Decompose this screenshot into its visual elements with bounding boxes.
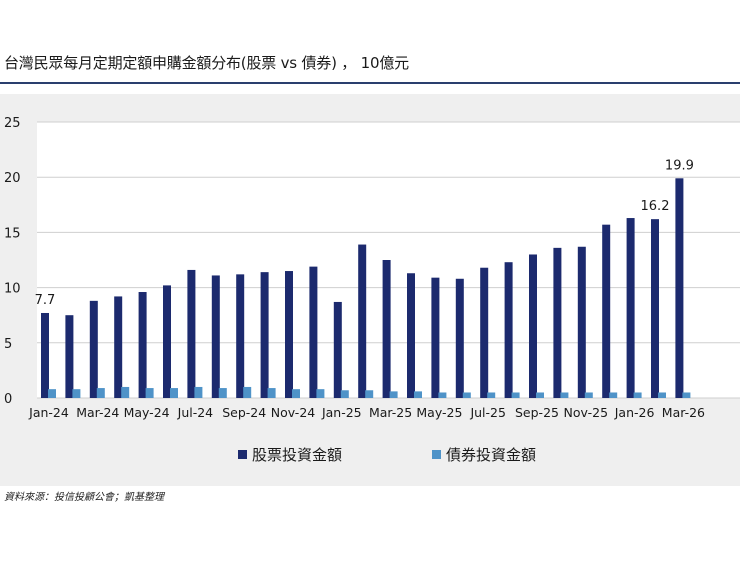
x-tick-label: Nov-24 (271, 405, 316, 420)
equity-bar (577, 246, 586, 398)
x-tick-label: Mar-26 (662, 405, 705, 420)
bond-bar (365, 390, 374, 398)
equity-bar (407, 273, 415, 398)
equity-bar (553, 247, 562, 398)
equity-bar (626, 218, 635, 398)
bond-bar (658, 392, 666, 398)
data-label: 7.7 (35, 293, 56, 308)
bond-bar (389, 391, 398, 398)
y-tick-label: 0 (4, 392, 12, 407)
x-tick-label: Nov-25 (564, 405, 608, 420)
bond-bar (536, 392, 544, 398)
bond-bar (633, 392, 642, 398)
bond-bar (243, 386, 252, 398)
equity-bar (675, 178, 684, 398)
bond-bar (218, 388, 227, 398)
bond-bar (462, 392, 471, 398)
y-tick-label: 5 (4, 337, 12, 352)
x-tick-label: Jul-24 (177, 405, 214, 420)
x-tick-label: Jan-24 (28, 405, 69, 420)
legend-label: 股票投資金額 (252, 446, 342, 464)
x-tick-label: Sep-24 (222, 405, 266, 420)
bond-bar (96, 388, 105, 398)
equity-bar (309, 266, 318, 398)
equity-bar (138, 292, 147, 398)
equity-bar (358, 244, 367, 398)
x-tick-label: Sep-25 (515, 405, 559, 420)
equity-bar (333, 301, 342, 398)
bond-bar (48, 389, 56, 398)
equity-bar (480, 267, 489, 398)
bond-bar (292, 389, 300, 398)
equity-bar (114, 296, 123, 398)
equity-bar (163, 285, 171, 398)
bond-bar (194, 386, 203, 398)
bond-bar (438, 392, 447, 398)
bond-bar (316, 389, 325, 398)
x-tick-label: Jan-26 (614, 405, 655, 420)
bond-bar (267, 388, 276, 398)
equity-bar (651, 219, 659, 398)
bond-bar (414, 391, 422, 398)
equity-bar (260, 272, 269, 398)
bond-bar (682, 392, 691, 398)
equity-bar (602, 224, 611, 398)
data-label: 19.9 (665, 158, 694, 173)
equity-bar (431, 277, 440, 398)
x-tick-label: Jan-25 (321, 405, 362, 420)
x-tick-label: Mar-25 (369, 405, 412, 420)
equity-bar (236, 274, 245, 398)
y-tick-label: 25 (4, 116, 21, 131)
bond-bar (121, 386, 130, 398)
data-labels: 7.7 16.2 19.9 (35, 158, 694, 308)
bond-bar (340, 390, 349, 398)
source-note: 資料來源：投信投顧公會；凱基整理 (4, 492, 164, 503)
legend-label: 債券投資金額 (446, 446, 536, 464)
y-tick-label: 15 (4, 226, 21, 241)
y-axis-ticks: 0 5 10 15 20 25 (4, 116, 21, 407)
legend-swatch (238, 450, 247, 459)
x-axis-ticks: Jan-24 Mar-24 May-24 Jul-24 Sep-24 Nov-24 Jan-… (28, 405, 705, 420)
equity-bar (41, 312, 49, 398)
x-tick-label: May-25 (416, 405, 462, 420)
y-tick-label: 10 (4, 282, 21, 297)
x-tick-label: Mar-24 (76, 405, 119, 420)
equity-bar (504, 262, 513, 398)
bond-bar (72, 389, 81, 398)
x-tick-label: May-24 (124, 405, 170, 420)
x-tick-label: Jul-25 (469, 405, 506, 420)
chart-title: 台灣民眾每月定期定額申購金額分布(股票 vs 債券) ， 10億元 (4, 54, 409, 72)
equity-bar (65, 315, 74, 398)
equity-bar (455, 278, 464, 398)
data-label: 16.2 (641, 199, 670, 214)
equity-bar (285, 271, 293, 398)
bond-bar (609, 392, 618, 398)
equity-bar (529, 254, 537, 398)
bars (41, 178, 691, 398)
bond-bar (584, 392, 593, 398)
legend-swatch (432, 450, 441, 459)
legend: 股票投資金額 債券投資金額 (238, 446, 536, 464)
bond-bar (170, 388, 178, 398)
bond-bar (487, 392, 496, 398)
bar-chart: 0 5 10 15 20 25 7.7 16.2 19.9 Jan-24 Mar-24 May-2… (4, 116, 740, 464)
equity-bar (382, 260, 391, 398)
equity-bar (211, 275, 220, 398)
title-divider (0, 82, 740, 84)
bond-bar (511, 392, 520, 398)
bond-bar (560, 392, 569, 398)
y-tick-label: 20 (4, 171, 21, 186)
bond-bar (145, 388, 154, 398)
equity-bar (89, 300, 98, 398)
equity-bar (187, 269, 196, 398)
